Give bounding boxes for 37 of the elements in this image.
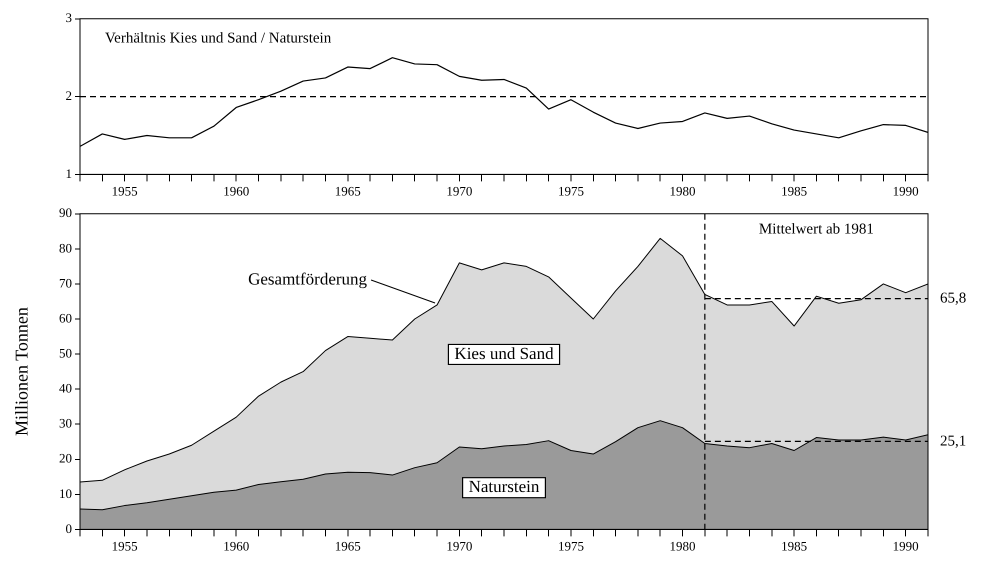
x-tick-label: 1955	[112, 538, 138, 554]
y-tick-label: 1	[66, 166, 72, 181]
x-tick-label: 1980	[670, 184, 696, 199]
x-tick-label: 1985	[781, 184, 808, 199]
x-tick-label: 1970	[446, 538, 472, 554]
ref-line-label: 65,8	[940, 290, 966, 307]
y-tick-label: 70	[59, 275, 72, 290]
x-tick-label: 1975	[558, 538, 584, 554]
series-label: Kies und Sand	[454, 344, 554, 363]
x-tick-label: 1955	[112, 184, 138, 199]
y-tick-label: 3	[66, 10, 72, 26]
x-tick-label: 1965	[334, 538, 361, 554]
y-tick-label: 30	[59, 416, 72, 431]
y-tick-label: 20	[59, 450, 72, 466]
x-tick-label: 1990	[892, 538, 919, 554]
annotation: Mittelwert ab 1981	[758, 222, 874, 238]
x-tick-label: 1975	[558, 184, 584, 199]
series-label: Naturstein	[468, 477, 540, 496]
x-tick-label: 1990	[892, 184, 919, 199]
y-tick-label: 80	[59, 240, 72, 256]
x-tick-label: 1970	[446, 184, 472, 199]
annotation: Gesamtförderung	[248, 269, 368, 288]
text: Verhältnis Kies und Sand / Naturstein	[105, 30, 332, 47]
x-tick-label: 1965	[334, 184, 361, 199]
y-tick-label: 60	[59, 310, 72, 326]
x-tick-label: 1960	[223, 184, 250, 199]
y-axis-title: Millionen Tonnen	[12, 307, 32, 436]
x-tick-label: 1960	[223, 538, 250, 554]
y-tick-label: 2	[66, 88, 72, 104]
x-tick-label: 1985	[781, 538, 808, 554]
x-tick-label: 1980	[670, 538, 696, 554]
y-tick-label: 90	[59, 205, 72, 220]
y-tick-label: 40	[59, 380, 72, 396]
y-tick-label: 0	[66, 520, 72, 536]
y-tick-label: 10	[59, 486, 72, 501]
ref-line-label: 25,1	[940, 433, 966, 450]
y-tick-label: 50	[59, 345, 72, 360]
